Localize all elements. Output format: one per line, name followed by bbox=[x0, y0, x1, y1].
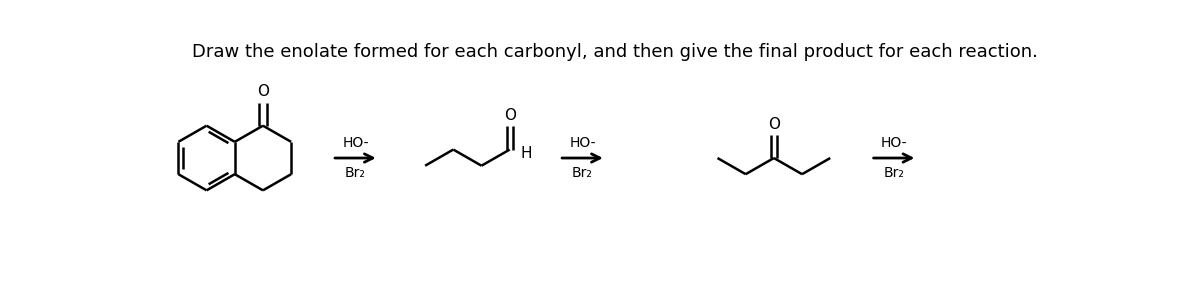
Text: Br₂: Br₂ bbox=[344, 166, 366, 180]
Text: HO-: HO- bbox=[881, 136, 907, 150]
Text: Draw the enolate formed for each carbonyl, and then give the final product for e: Draw the enolate formed for each carbony… bbox=[192, 42, 1038, 61]
Text: H: H bbox=[521, 146, 532, 161]
Text: O: O bbox=[504, 108, 516, 123]
Text: HO-: HO- bbox=[569, 136, 595, 150]
Text: Br₂: Br₂ bbox=[883, 166, 905, 180]
Text: HO-: HO- bbox=[342, 136, 368, 150]
Text: O: O bbox=[257, 85, 269, 99]
Text: O: O bbox=[768, 117, 780, 132]
Text: Br₂: Br₂ bbox=[572, 166, 593, 180]
